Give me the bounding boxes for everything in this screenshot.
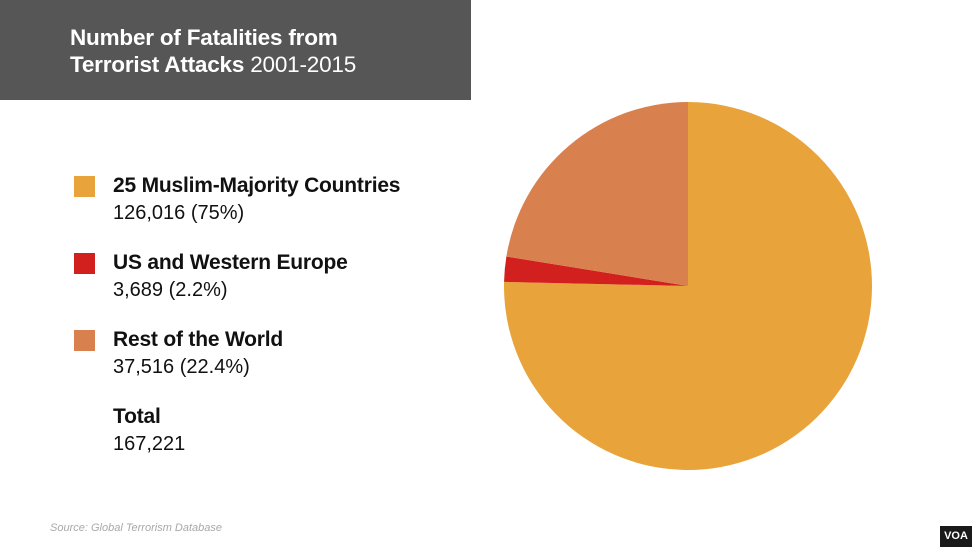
legend-label-muslim-majority: 25 Muslim-Majority Countries bbox=[113, 174, 401, 197]
total-value: 167,221 bbox=[113, 433, 186, 455]
legend-value-muslim-majority: 126,016 (75%) bbox=[113, 202, 245, 224]
legend-label-rest-of-world: Rest of the World bbox=[113, 328, 284, 351]
pie-slices bbox=[504, 102, 872, 470]
legend-value-rest-of-world: 37,516 (22.4%) bbox=[113, 356, 250, 378]
title-years: 2001-2015 bbox=[250, 52, 357, 77]
source-note: Source: Global Terrorism Database bbox=[50, 522, 223, 534]
title-bold-part: Terrorist Attacks bbox=[70, 52, 245, 77]
title-line-2: Terrorist Attacks 2001-2015 bbox=[70, 52, 356, 78]
legend-value-us-western-europe: 3,689 (2.2%) bbox=[113, 279, 228, 301]
legend-label-us-western-europe: US and Western Europe bbox=[113, 251, 348, 274]
title-line-1: Number of Fatalities from bbox=[70, 25, 338, 50]
total-label: Total bbox=[113, 405, 161, 428]
voa-logo: VOA bbox=[940, 526, 972, 547]
legend-swatch-rest-of-world bbox=[74, 330, 95, 351]
pie-slice-us-western-europe bbox=[504, 256, 688, 286]
legend-swatch-muslim-majority bbox=[74, 176, 95, 197]
title-banner: Number of Fatalities from Terrorist Atta… bbox=[0, 0, 471, 100]
pie-slice-rest-of-world bbox=[506, 102, 688, 286]
legend-swatch-us-western-europe bbox=[74, 253, 95, 274]
